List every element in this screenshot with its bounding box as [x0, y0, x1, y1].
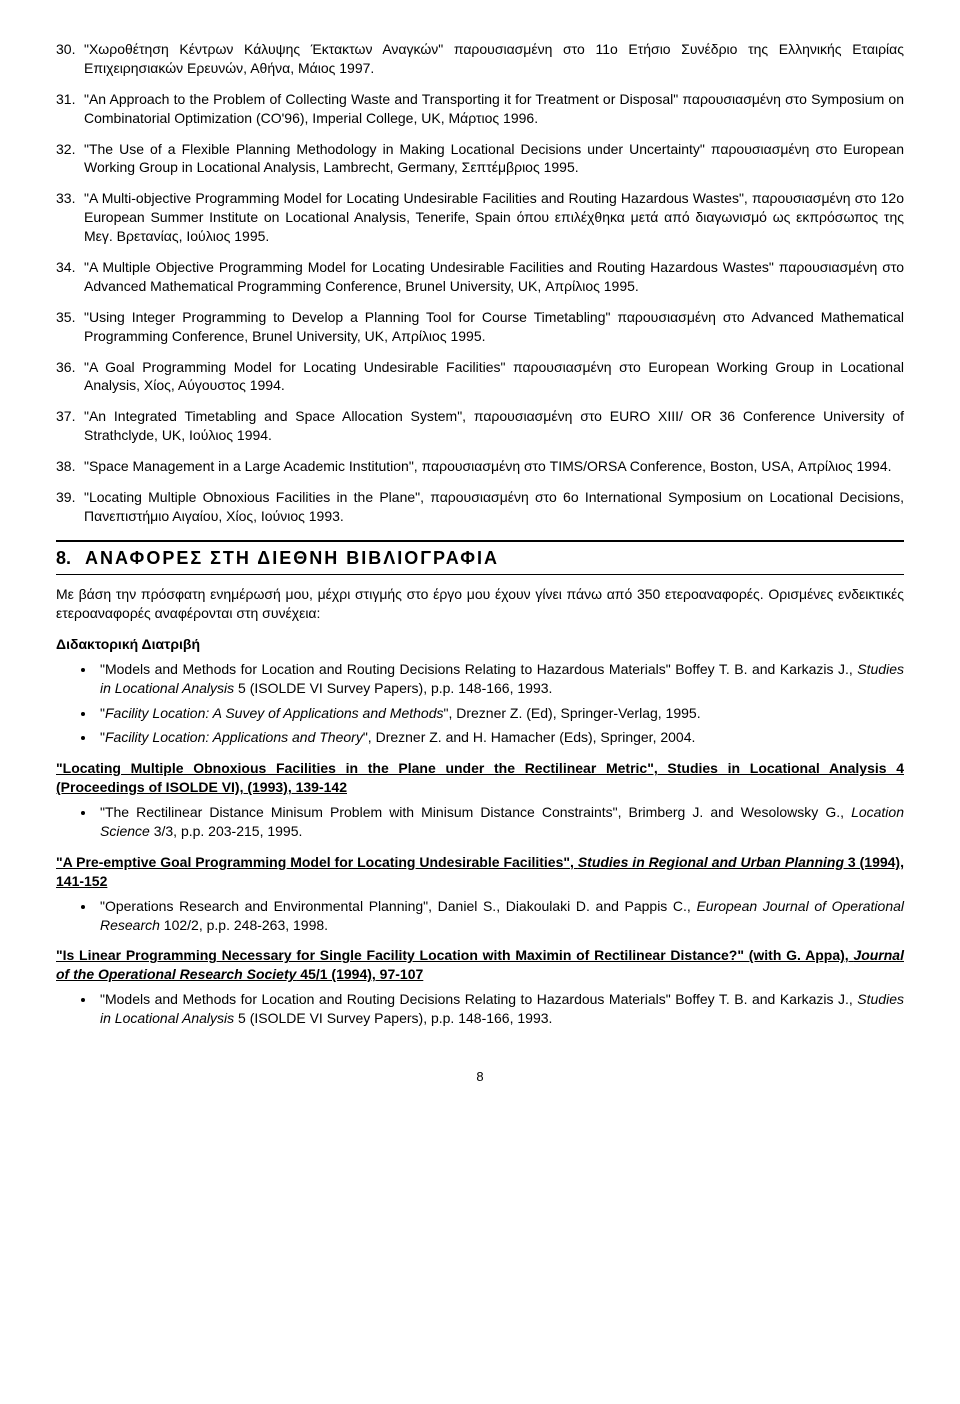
item-number: 32. [56, 140, 75, 159]
bullet-item: "Operations Research and Environmental P… [96, 897, 904, 935]
item-text: "An Integrated Timetabling and Space All… [84, 408, 904, 443]
item-text: "Using Integer Programming to Develop a … [84, 309, 904, 344]
list-item: 32. "The Use of a Flexible Planning Metho… [56, 140, 904, 178]
item-number: 38. [56, 457, 75, 476]
section-intro: Με βάση την πρόσφατη ενημέρωσή μου, μέχρ… [56, 585, 904, 623]
page-number: 8 [56, 1068, 904, 1086]
section-rule-bottom [56, 574, 904, 575]
bullet-item: "Facility Location: Applications and The… [96, 728, 904, 747]
item-text: "A Multi-objective Programming Model for… [84, 190, 904, 244]
bullet-list-3: "Operations Research and Environmental P… [56, 897, 904, 935]
bullet-list-2: "The Rectilinear Distance Minisum Proble… [56, 803, 904, 841]
bullet-item: "Models and Methods for Location and Rou… [96, 660, 904, 698]
item-number: 34. [56, 258, 75, 277]
numbered-list: 30. "Χωροθέτηση Κέντρων Κάλυψης Έκτακτων … [56, 40, 904, 526]
item-number: 33. [56, 189, 75, 208]
item-text: "Locating Multiple Obnoxious Facilities … [84, 489, 904, 524]
bullet-item: "Models and Methods for Location and Rou… [96, 990, 904, 1028]
item-number: 30. [56, 40, 75, 59]
section-rule-top [56, 540, 904, 542]
bullet-list-4: "Models and Methods for Location and Rou… [56, 990, 904, 1028]
item-text: "The Use of a Flexible Planning Methodol… [84, 141, 904, 176]
subheading-pub-3: "Is Linear Programming Necessary for Sin… [56, 946, 904, 984]
item-text: "A Multiple Objective Programming Model … [84, 259, 904, 294]
list-item: 36. "A Goal Programming Model for Locatin… [56, 358, 904, 396]
list-item: 39. "Locating Multiple Obnoxious Faciliti… [56, 488, 904, 526]
list-item: 31. "An Approach to the Problem of Collec… [56, 90, 904, 128]
list-item: 37. "An Integrated Timetabling and Space … [56, 407, 904, 445]
subheading-dissertation: Διδακτορική Διατριβή [56, 635, 904, 654]
item-text: "A Goal Programming Model for Locating U… [84, 359, 904, 394]
subheading-pub-1: "Locating Multiple Obnoxious Facilities … [56, 759, 904, 797]
item-number: 31. [56, 90, 75, 109]
list-item: 33. "A Multi-objective Programming Model … [56, 189, 904, 246]
item-text: "An Approach to the Problem of Collectin… [84, 91, 904, 126]
list-item: 34. "A Multiple Objective Programming Mod… [56, 258, 904, 296]
list-item: 35. "Using Integer Programming to Develop… [56, 308, 904, 346]
bullet-item: "The Rectilinear Distance Minisum Proble… [96, 803, 904, 841]
item-text: "Χωροθέτηση Κέντρων Κάλυψης Έκτακτων Ανα… [84, 41, 904, 76]
list-item: 38. "Space Management in a Large Academic… [56, 457, 904, 476]
bullet-item: "Facility Location: A Suvey of Applicati… [96, 704, 904, 723]
item-number: 36. [56, 358, 75, 377]
item-number: 39. [56, 488, 75, 507]
section-number: 8. [56, 548, 71, 568]
subheading-pub-2: "A Pre-emptive Goal Programming Model fo… [56, 853, 904, 891]
item-number: 35. [56, 308, 75, 327]
list-item: 30. "Χωροθέτηση Κέντρων Κάλυψης Έκτακτων … [56, 40, 904, 78]
section-title: ΑΝΑΦΟΡΕΣ ΣΤΗ ΔΙΕΘΝΗ ΒΙΒΛΙΟΓΡΑΦΙΑ [85, 548, 499, 568]
section-header: 8. ΑΝΑΦΟΡΕΣ ΣΤΗ ΔΙΕΘΝΗ ΒΙΒΛΙΟΓΡΑΦΙΑ [56, 546, 904, 570]
item-text: "Space Management in a Large Academic In… [84, 458, 892, 474]
bullet-list-1: "Models and Methods for Location and Rou… [56, 660, 904, 748]
item-number: 37. [56, 407, 75, 426]
